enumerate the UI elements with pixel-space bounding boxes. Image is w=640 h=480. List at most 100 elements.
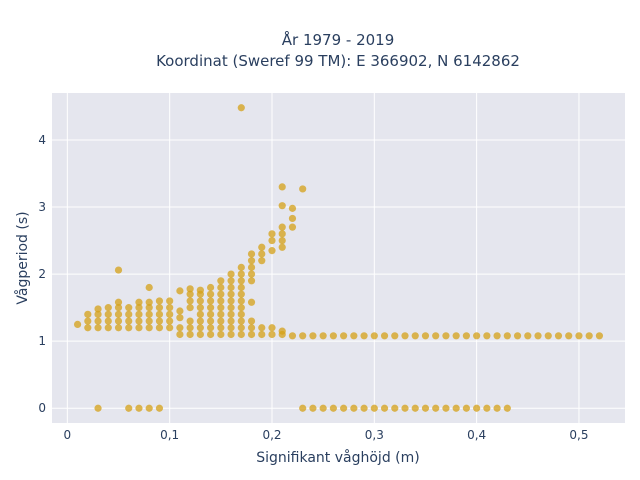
data-point (473, 332, 481, 340)
data-point (135, 304, 143, 312)
data-point (237, 104, 245, 112)
data-point (217, 283, 225, 292)
data-point (288, 223, 297, 231)
y-axis-ticks: 0 1 2 3 4 (38, 133, 46, 415)
data-point (391, 404, 399, 412)
data-point (135, 310, 143, 318)
data-point (411, 332, 419, 340)
data-point (432, 404, 440, 412)
data-point (278, 202, 286, 210)
x-tick-label: 0,2 (262, 428, 281, 442)
data-point (155, 310, 164, 318)
data-point (319, 404, 327, 412)
data-point (401, 332, 409, 340)
data-point (206, 304, 215, 312)
data-point (452, 404, 460, 412)
data-point (186, 290, 194, 298)
data-point (186, 317, 194, 325)
data-point (258, 243, 266, 251)
data-point (421, 404, 430, 412)
data-point (585, 332, 593, 340)
data-point (227, 297, 235, 305)
data-point (155, 324, 164, 332)
data-point (268, 236, 276, 245)
data-point (278, 327, 286, 335)
data-point (493, 332, 501, 340)
x-tick-label: 0 (64, 428, 72, 442)
data-point (145, 404, 153, 412)
data-point (237, 310, 245, 318)
data-point (125, 317, 133, 325)
data-point (217, 290, 225, 298)
data-point (247, 270, 256, 278)
data-point (247, 298, 256, 306)
data-point (237, 277, 245, 285)
data-point (299, 185, 307, 193)
data-point (196, 297, 204, 305)
data-point (237, 263, 245, 271)
data-point (94, 324, 102, 332)
data-point (329, 332, 337, 340)
data-point (186, 285, 194, 293)
data-point (462, 404, 471, 412)
data-point (217, 324, 225, 332)
data-point (227, 304, 235, 312)
data-point (309, 404, 317, 412)
data-point (145, 324, 153, 332)
data-point (565, 332, 573, 340)
data-point (380, 404, 389, 412)
data-point (370, 332, 378, 340)
data-point (155, 304, 164, 312)
data-point (288, 214, 297, 223)
data-point (309, 332, 317, 340)
data-point (237, 304, 245, 312)
data-point (155, 317, 164, 325)
data-point (196, 310, 204, 318)
data-point (380, 332, 389, 340)
data-point (104, 304, 112, 312)
data-point (206, 330, 215, 339)
data-point (360, 332, 368, 340)
data-point (237, 330, 245, 339)
data-point (196, 304, 204, 312)
y-tick-label: 0 (38, 401, 46, 415)
data-point (268, 247, 276, 255)
data-point (206, 324, 215, 332)
data-point (319, 332, 327, 340)
data-point (186, 304, 194, 312)
data-point (125, 404, 133, 412)
data-point (104, 310, 112, 318)
data-point (227, 283, 235, 292)
data-points (73, 104, 604, 412)
x-tick-label: 0,3 (365, 428, 384, 442)
data-point (217, 304, 225, 312)
data-point (114, 317, 123, 325)
data-point (258, 257, 266, 265)
data-point (237, 324, 245, 332)
data-point (370, 404, 378, 412)
data-point (135, 317, 143, 325)
plot-area (52, 93, 625, 423)
data-point (166, 310, 174, 318)
data-point (217, 297, 225, 305)
x-tick-label: 0,5 (569, 428, 588, 442)
data-point (166, 304, 174, 312)
data-point (94, 310, 102, 318)
data-point (288, 332, 297, 340)
data-point (125, 324, 133, 332)
data-point (575, 332, 583, 340)
data-point (247, 250, 256, 258)
data-point (493, 404, 501, 412)
data-point (247, 317, 256, 325)
data-point (247, 257, 256, 265)
data-point (166, 317, 174, 325)
data-point (227, 310, 235, 318)
y-tick-label: 3 (38, 200, 46, 214)
data-point (503, 332, 511, 340)
data-point (145, 298, 153, 306)
data-point (421, 332, 430, 340)
data-point (155, 404, 164, 412)
data-point (104, 317, 112, 325)
data-point (186, 297, 194, 305)
data-point (237, 270, 245, 278)
